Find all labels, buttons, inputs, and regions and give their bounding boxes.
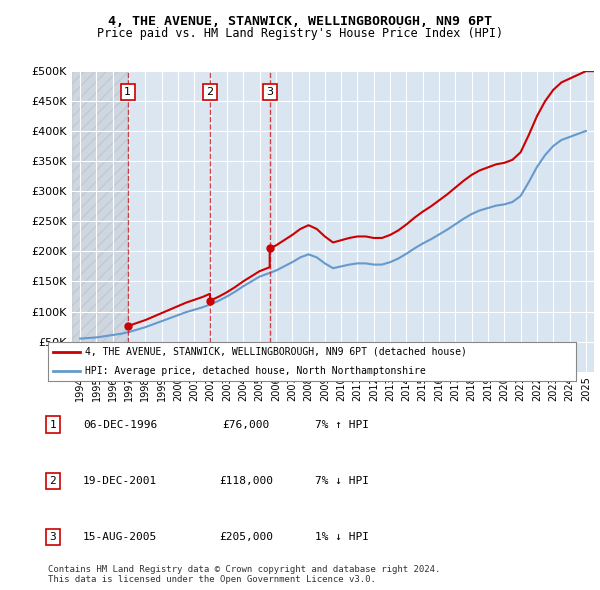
Text: 7% ↑ HPI: 7% ↑ HPI: [315, 420, 369, 430]
Text: HPI: Average price, detached house, North Northamptonshire: HPI: Average price, detached house, Nort…: [85, 366, 426, 376]
Text: 15-AUG-2005: 15-AUG-2005: [83, 532, 157, 542]
Text: 2: 2: [49, 476, 56, 486]
Text: 1: 1: [49, 420, 56, 430]
Text: £76,000: £76,000: [223, 420, 269, 430]
Text: 06-DEC-1996: 06-DEC-1996: [83, 420, 157, 430]
Text: Contains HM Land Registry data © Crown copyright and database right 2024.
This d: Contains HM Land Registry data © Crown c…: [48, 565, 440, 584]
Text: 19-DEC-2001: 19-DEC-2001: [83, 476, 157, 486]
Text: £118,000: £118,000: [219, 476, 273, 486]
Text: 1% ↓ HPI: 1% ↓ HPI: [315, 532, 369, 542]
Text: 4, THE AVENUE, STANWICK, WELLINGBOROUGH, NN9 6PT (detached house): 4, THE AVENUE, STANWICK, WELLINGBOROUGH,…: [85, 347, 467, 357]
Text: 3: 3: [266, 87, 273, 97]
Text: 1: 1: [124, 87, 131, 97]
Text: £205,000: £205,000: [219, 532, 273, 542]
Text: 3: 3: [49, 532, 56, 542]
Text: 7% ↓ HPI: 7% ↓ HPI: [315, 476, 369, 486]
Text: 2: 2: [206, 87, 214, 97]
Text: 4, THE AVENUE, STANWICK, WELLINGBOROUGH, NN9 6PT: 4, THE AVENUE, STANWICK, WELLINGBOROUGH,…: [108, 15, 492, 28]
Text: Price paid vs. HM Land Registry's House Price Index (HPI): Price paid vs. HM Land Registry's House …: [97, 27, 503, 40]
